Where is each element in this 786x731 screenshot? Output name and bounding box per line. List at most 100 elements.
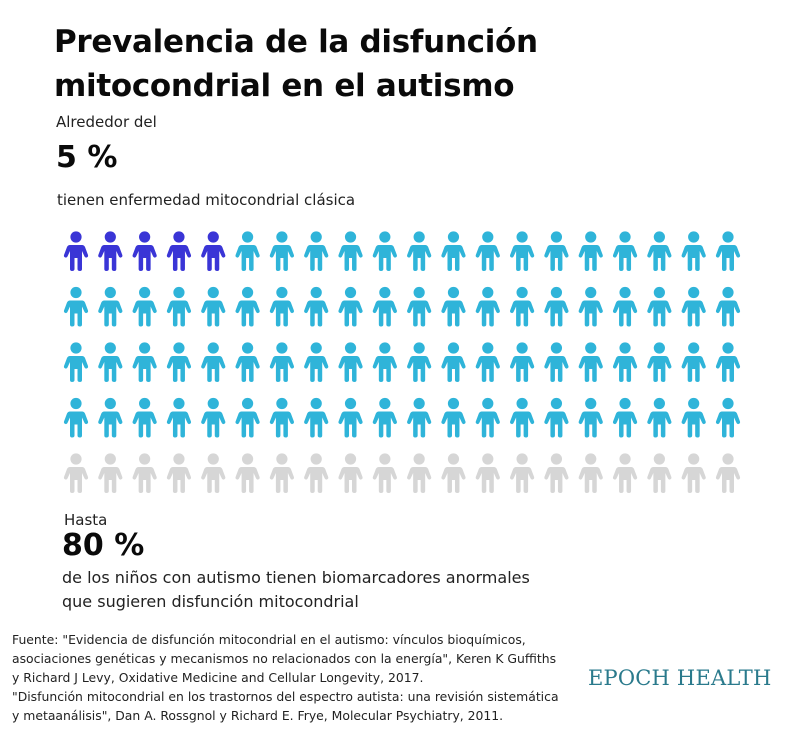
person-icon (372, 453, 397, 493)
person-icon (681, 342, 706, 382)
person-icon (407, 453, 432, 493)
person-icon (269, 342, 294, 382)
person-icon (612, 397, 638, 438)
source-line: y Richard J Levy, Oxidative Medicine and… (12, 670, 424, 685)
person-icon (407, 397, 432, 438)
person-icon (235, 453, 260, 493)
stat-1-description: tienen enfermedad mitocondrial clásica (57, 191, 356, 209)
person-icon (235, 342, 260, 382)
person-icon (338, 286, 363, 327)
stat-2-value: 80 % (62, 528, 145, 563)
person-icon (304, 231, 329, 271)
person-icon (338, 231, 363, 271)
person-icon (132, 231, 157, 271)
person-icon (132, 342, 157, 382)
source-line: asociaciones genéticas y mecanismos no r… (12, 651, 557, 666)
person-icon (63, 286, 89, 327)
person-icon (98, 231, 123, 271)
person-icon (63, 397, 89, 438)
person-icon (407, 286, 432, 327)
person-icon (372, 286, 397, 327)
person-icon (201, 286, 226, 327)
person-icon (63, 231, 89, 271)
person-icon (132, 397, 157, 438)
source-citation: Fuente: "Evidencia de disfunción mitocon… (12, 630, 572, 725)
person-icon (166, 397, 192, 438)
person-icon (372, 342, 397, 382)
person-icon (544, 231, 569, 271)
person-icon (132, 286, 157, 327)
person-icon (578, 231, 603, 271)
person-icon (715, 231, 741, 271)
stat-2-description: de los niños con autismo tienen biomarca… (62, 568, 530, 611)
person-icon (304, 342, 329, 382)
person-icon (475, 342, 500, 382)
person-icon (235, 231, 260, 271)
person-icon (612, 342, 638, 382)
person-icon (715, 397, 741, 438)
person-icon (338, 453, 363, 493)
person-icon (647, 397, 672, 438)
person-icon (578, 453, 603, 493)
source-line: "Disfunción mitocondrial en los trastorn… (12, 689, 559, 704)
person-icon (372, 397, 397, 438)
person-icon (269, 286, 294, 327)
person-icon (475, 286, 500, 327)
person-icon (441, 342, 466, 382)
person-icon (166, 453, 192, 493)
stat-1-prefix: Alrededor del (56, 113, 157, 131)
person-icon (578, 397, 603, 438)
person-icon (612, 231, 638, 271)
person-icon (98, 286, 123, 327)
person-icon (475, 231, 500, 271)
page-title: Prevalencia de la disfunción mitocondria… (54, 24, 538, 104)
person-icon (715, 453, 741, 493)
person-icon (681, 231, 706, 271)
person-icon (510, 231, 535, 271)
person-icon (475, 453, 500, 493)
person-icon (612, 286, 638, 327)
person-icon (578, 286, 603, 327)
person-icon (681, 286, 706, 327)
person-icon (201, 397, 226, 438)
stat-2-prefix: Hasta (64, 511, 108, 529)
person-icon (166, 231, 192, 271)
person-icon (647, 342, 672, 382)
person-icon (441, 286, 466, 327)
person-icon (98, 453, 123, 493)
person-icon (475, 397, 500, 438)
person-icon (166, 286, 192, 327)
person-icon (544, 342, 569, 382)
person-icon (338, 342, 363, 382)
source-line: Fuente: "Evidencia de disfunción mitocon… (12, 632, 526, 647)
person-icon (98, 342, 123, 382)
person-icon (166, 342, 192, 382)
person-icon (407, 231, 432, 271)
stat-1-value: 5 % (56, 140, 118, 175)
person-icon (647, 286, 672, 327)
person-icon (441, 231, 466, 271)
person-icon (63, 342, 89, 382)
person-icon (441, 397, 466, 438)
person-icon (544, 453, 569, 493)
person-icon (578, 342, 603, 382)
person-icon (338, 397, 363, 438)
person-icon (715, 342, 741, 382)
person-icon (407, 342, 432, 382)
person-icon (647, 453, 672, 493)
epoch-health-logo: EPOCH HEALTH (588, 666, 772, 690)
person-icon (510, 453, 535, 493)
person-icon (544, 397, 569, 438)
person-icon (63, 453, 89, 493)
person-icon (441, 453, 466, 493)
person-icon (98, 397, 123, 438)
person-icon (647, 231, 672, 271)
person-icon (201, 231, 226, 271)
person-icon (681, 397, 706, 438)
source-line: y metaanálisis", Dan A. Rossgnol y Richa… (12, 708, 504, 723)
person-icon (612, 453, 638, 493)
person-icon (372, 231, 397, 271)
person-icon (132, 453, 157, 493)
person-icon (269, 231, 294, 271)
person-icon (681, 453, 706, 493)
